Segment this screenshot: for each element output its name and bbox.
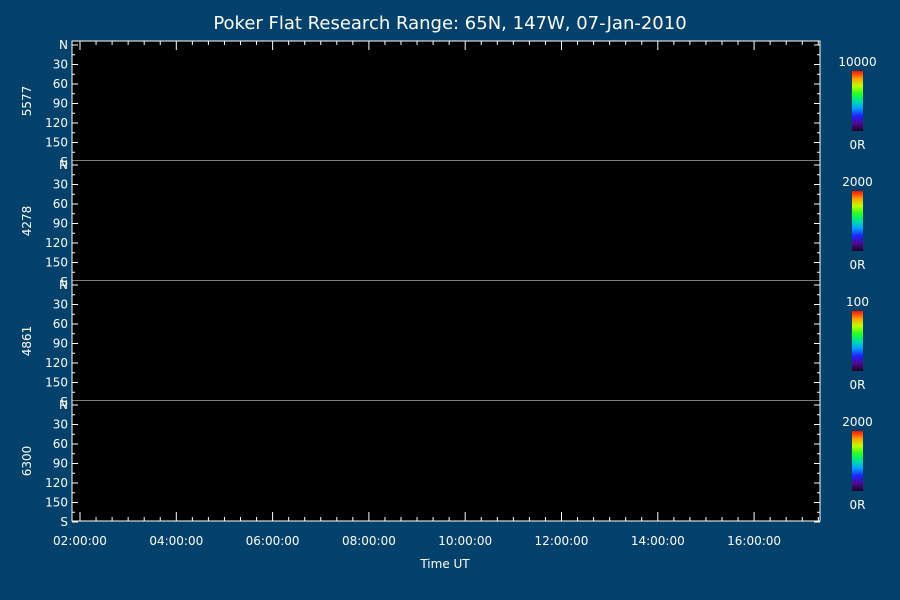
y-tick-label: 90 xyxy=(53,337,68,351)
y-tick-label: 90 xyxy=(53,457,68,471)
y-tick-label: 120 xyxy=(45,356,68,370)
y-tick-label: 30 xyxy=(53,418,68,432)
x-tick-label: 08:00:00 xyxy=(342,534,396,548)
y-tick-label: 60 xyxy=(53,77,68,91)
x-tick-label: 06:00:00 xyxy=(246,534,300,548)
colorbar-max-label: 100 xyxy=(846,295,869,309)
y-tick-label: S xyxy=(60,155,68,169)
y-tick-label: S xyxy=(60,275,68,289)
plot-frame xyxy=(71,40,821,522)
panel-6300 xyxy=(72,401,820,521)
colorbar-min-label: 0R xyxy=(850,498,866,512)
y-tick-label: 60 xyxy=(53,317,68,331)
x-axis: 02:00:00 04:00:00 06:00:00 08:00:00 10:00:00… xyxy=(53,41,819,548)
y-tick-label: N xyxy=(59,398,68,412)
panel-label-4278: 4278 xyxy=(20,206,34,237)
y-tick-label: N xyxy=(59,38,68,52)
colorbar-max-label: 10000 xyxy=(838,55,876,69)
x-tick-label: 14:00:00 xyxy=(631,534,685,548)
colorbar-min-label: 0R xyxy=(850,258,866,272)
y-tick-label: 120 xyxy=(45,116,68,130)
panel-label-4861: 4861 xyxy=(20,326,34,357)
colorbar-4278 xyxy=(852,191,863,251)
panel-label-6300: 6300 xyxy=(20,446,34,477)
y-tick-label: 150 xyxy=(45,376,68,390)
panel-4861 xyxy=(72,281,820,401)
y-tick-label: 60 xyxy=(53,197,68,211)
panels-layer: N 30 60 90 120 150 S 5577 N 30 60 90 120 150 S 4278 N 30 6… xyxy=(20,38,821,529)
x-axis-label: Time UT xyxy=(419,557,470,571)
y-tick-label: S xyxy=(60,515,68,529)
panel-label-5577: 5577 xyxy=(20,86,34,117)
y-tick-label: 150 xyxy=(45,256,68,270)
y-tick-label: 90 xyxy=(53,97,68,111)
y-tick-label: 60 xyxy=(53,437,68,451)
x-tick-label: 12:00:00 xyxy=(535,534,589,548)
colorbar-min-label: 0R xyxy=(850,378,866,392)
x-tick-label: 04:00:00 xyxy=(149,534,203,548)
colorbars-layer: 10000 0R 2000 0R 100 0R 2000 0R xyxy=(838,55,876,512)
colorbar-max-label: 2000 xyxy=(842,415,873,429)
colorbar-6300 xyxy=(852,431,863,491)
colorbar-4861 xyxy=(852,311,863,371)
y-tick-label: N xyxy=(59,158,68,172)
chart-title: Poker Flat Research Range: 65N, 147W, 07… xyxy=(213,13,686,34)
y-tick-label: 90 xyxy=(53,217,68,231)
panel-4278 xyxy=(72,161,820,281)
y-tick-label: 120 xyxy=(45,236,68,250)
colorbar-5577 xyxy=(852,71,863,131)
colorbar-max-label: 2000 xyxy=(842,175,873,189)
panel-5577 xyxy=(72,41,820,161)
y-tick-label: 30 xyxy=(53,178,68,192)
y-tick-label: 120 xyxy=(45,476,68,490)
x-tick-label: 10:00:00 xyxy=(438,534,492,548)
x-tick-label: 02:00:00 xyxy=(53,534,107,548)
colorbar-min-label: 0R xyxy=(850,138,866,152)
y-tick-label: 30 xyxy=(53,58,68,72)
y-tick-label: N xyxy=(59,278,68,292)
y-tick-label: 30 xyxy=(53,298,68,312)
y-tick-label: 150 xyxy=(45,136,68,150)
y-tick-label: S xyxy=(60,395,68,409)
x-tick-label: 16:00:00 xyxy=(727,534,781,548)
y-tick-label: 150 xyxy=(45,496,68,510)
